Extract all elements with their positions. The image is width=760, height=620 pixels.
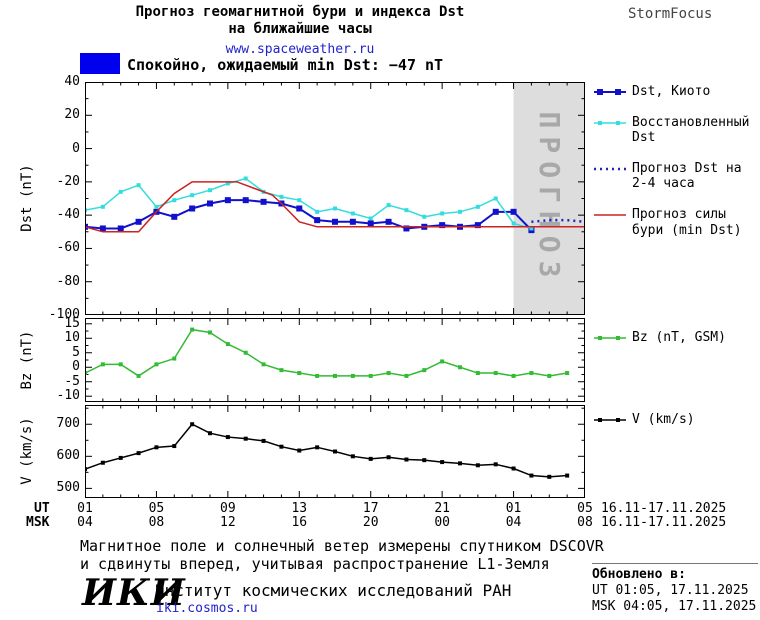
y-tick-label: -80: [56, 273, 80, 289]
title-block: Прогноз геомагнитной бури и индекса Dst …: [60, 4, 540, 57]
updated-msk: MSK 04:05, 17.11.2025: [592, 599, 757, 614]
x-tick-ut: 09: [220, 501, 236, 516]
updated-label: Обновлено в:: [592, 567, 686, 582]
y-tick-label: 10: [64, 330, 80, 346]
v-legend: V (km/s): [593, 412, 756, 428]
legend-line-icon: [594, 120, 626, 125]
dscovr-note-line1: Магнитное поле и солнечный ветер измерен…: [80, 537, 604, 555]
updated-block: Обновлено в: UT 01:05, 17.11.2025 MSK 04…: [592, 563, 758, 615]
legend-line-icon: [594, 336, 626, 340]
y-tick-label: -100: [48, 307, 80, 322]
legend-line-icon: [594, 418, 626, 422]
legend-entry-label: Прогноз силы бури (min Dst): [632, 206, 742, 238]
storm-level-swatch: [80, 53, 120, 74]
legend-entry: Dst, Киото: [593, 84, 756, 100]
iki-site-link[interactable]: iki.cosmos.ru: [156, 601, 258, 616]
legend-entry-label: Bz (nT, GSM): [632, 330, 726, 345]
x-tick-msk: 20: [362, 515, 379, 530]
y-tick-label: 600: [56, 448, 80, 464]
forecast-region-label: ПРОГНОЗ: [533, 111, 566, 285]
msk-date-range: 16.11-17.11.2025: [601, 515, 727, 530]
legend-entry: Bz (nT, GSM): [593, 330, 756, 346]
legend-line-icon: [594, 89, 626, 95]
ut-date-range: 16.11-17.11.2025: [601, 501, 727, 516]
institute-name: Институт космических исследований РАН: [155, 581, 512, 600]
x-tick-ut: 05: [148, 501, 165, 516]
legend-entry-label: Dst, Киото: [632, 84, 711, 99]
v-chart: [85, 405, 585, 498]
ut-axis-header: UT: [34, 501, 50, 516]
dst-axis-label: Dst (nT): [19, 164, 35, 232]
y-tick-label: 15: [64, 315, 80, 331]
x-tick-msk: 04: [505, 515, 522, 530]
legend-entry: Прогноз Dst на 2-4 часа: [593, 161, 756, 192]
brand-label: StormFocus: [628, 6, 713, 22]
x-tick-msk: 12: [220, 515, 236, 530]
v-axis-label: V (km/s): [19, 417, 35, 485]
x-tick-ut: 01: [77, 501, 93, 516]
legend-entry-label: V (km/s): [632, 412, 695, 427]
dst-chart: ПРОГНОЗ: [85, 82, 585, 315]
legend-entry-label: Восстановленный Dst: [632, 114, 750, 146]
x-tick-msk: 16: [291, 515, 308, 530]
x-tick-ut: 01: [505, 501, 522, 516]
x-tick-msk: 08: [577, 515, 593, 530]
bz-legend: Bz (nT, GSM): [593, 330, 756, 346]
legend-entry: Восстановленный Dst: [593, 115, 756, 146]
y-tick-label: -40: [56, 207, 80, 223]
y-tick-label: 20: [64, 107, 80, 123]
y-tick-label: 700: [56, 416, 80, 432]
legend-line-icon: [594, 214, 626, 216]
dscovr-note-line2: и сдвинуты вперед, учитывая распростране…: [80, 555, 550, 573]
y-tick-label: 5: [72, 344, 80, 360]
y-tick-label: 40: [64, 74, 80, 89]
bz-axis-label: Bz (nT): [19, 330, 35, 390]
x-tick-ut: 17: [362, 501, 379, 516]
iki-logo: ИКИ: [82, 572, 186, 614]
x-tick-ut: 21: [434, 501, 450, 516]
updated-ut: UT 01:05, 17.11.2025: [592, 583, 749, 598]
y-tick-label: 500: [56, 480, 80, 496]
y-tick-label: 0: [72, 359, 80, 375]
x-tick-ut: 13: [291, 501, 308, 516]
page-title: Прогноз геомагнитной бури и индекса Dst: [135, 4, 465, 20]
spaceweather-link[interactable]: www.spaceweather.ru: [225, 42, 375, 57]
legend-line-icon: [594, 167, 626, 171]
x-tick-msk: 00: [434, 515, 450, 530]
legend-entry: Прогноз силы бури (min Dst): [593, 207, 756, 238]
legend-entry: V (km/s): [593, 412, 756, 428]
dst-legend: Dst, Киото Восстановленный Dst Прогноз Dst…: [593, 84, 756, 238]
y-tick-label: -20: [56, 173, 80, 189]
y-tick-label: 0: [72, 140, 80, 156]
page-title-line2: на ближайшие часы: [228, 21, 372, 37]
x-tick-msk: 04: [77, 515, 93, 530]
legend-entry-label: Прогноз Dst на 2-4 часа: [632, 160, 742, 192]
msk-axis-header: MSK: [26, 515, 50, 530]
x-tick-msk: 08: [148, 515, 165, 530]
x-tick-ut: 05: [577, 501, 593, 516]
y-tick-label: -10: [56, 388, 80, 404]
y-tick-label: -60: [56, 240, 80, 256]
y-tick-label: -5: [64, 373, 80, 389]
bz-chart: [85, 318, 585, 402]
storm-status-text: Спокойно, ожидаемый min Dst: −47 nT: [127, 56, 444, 74]
